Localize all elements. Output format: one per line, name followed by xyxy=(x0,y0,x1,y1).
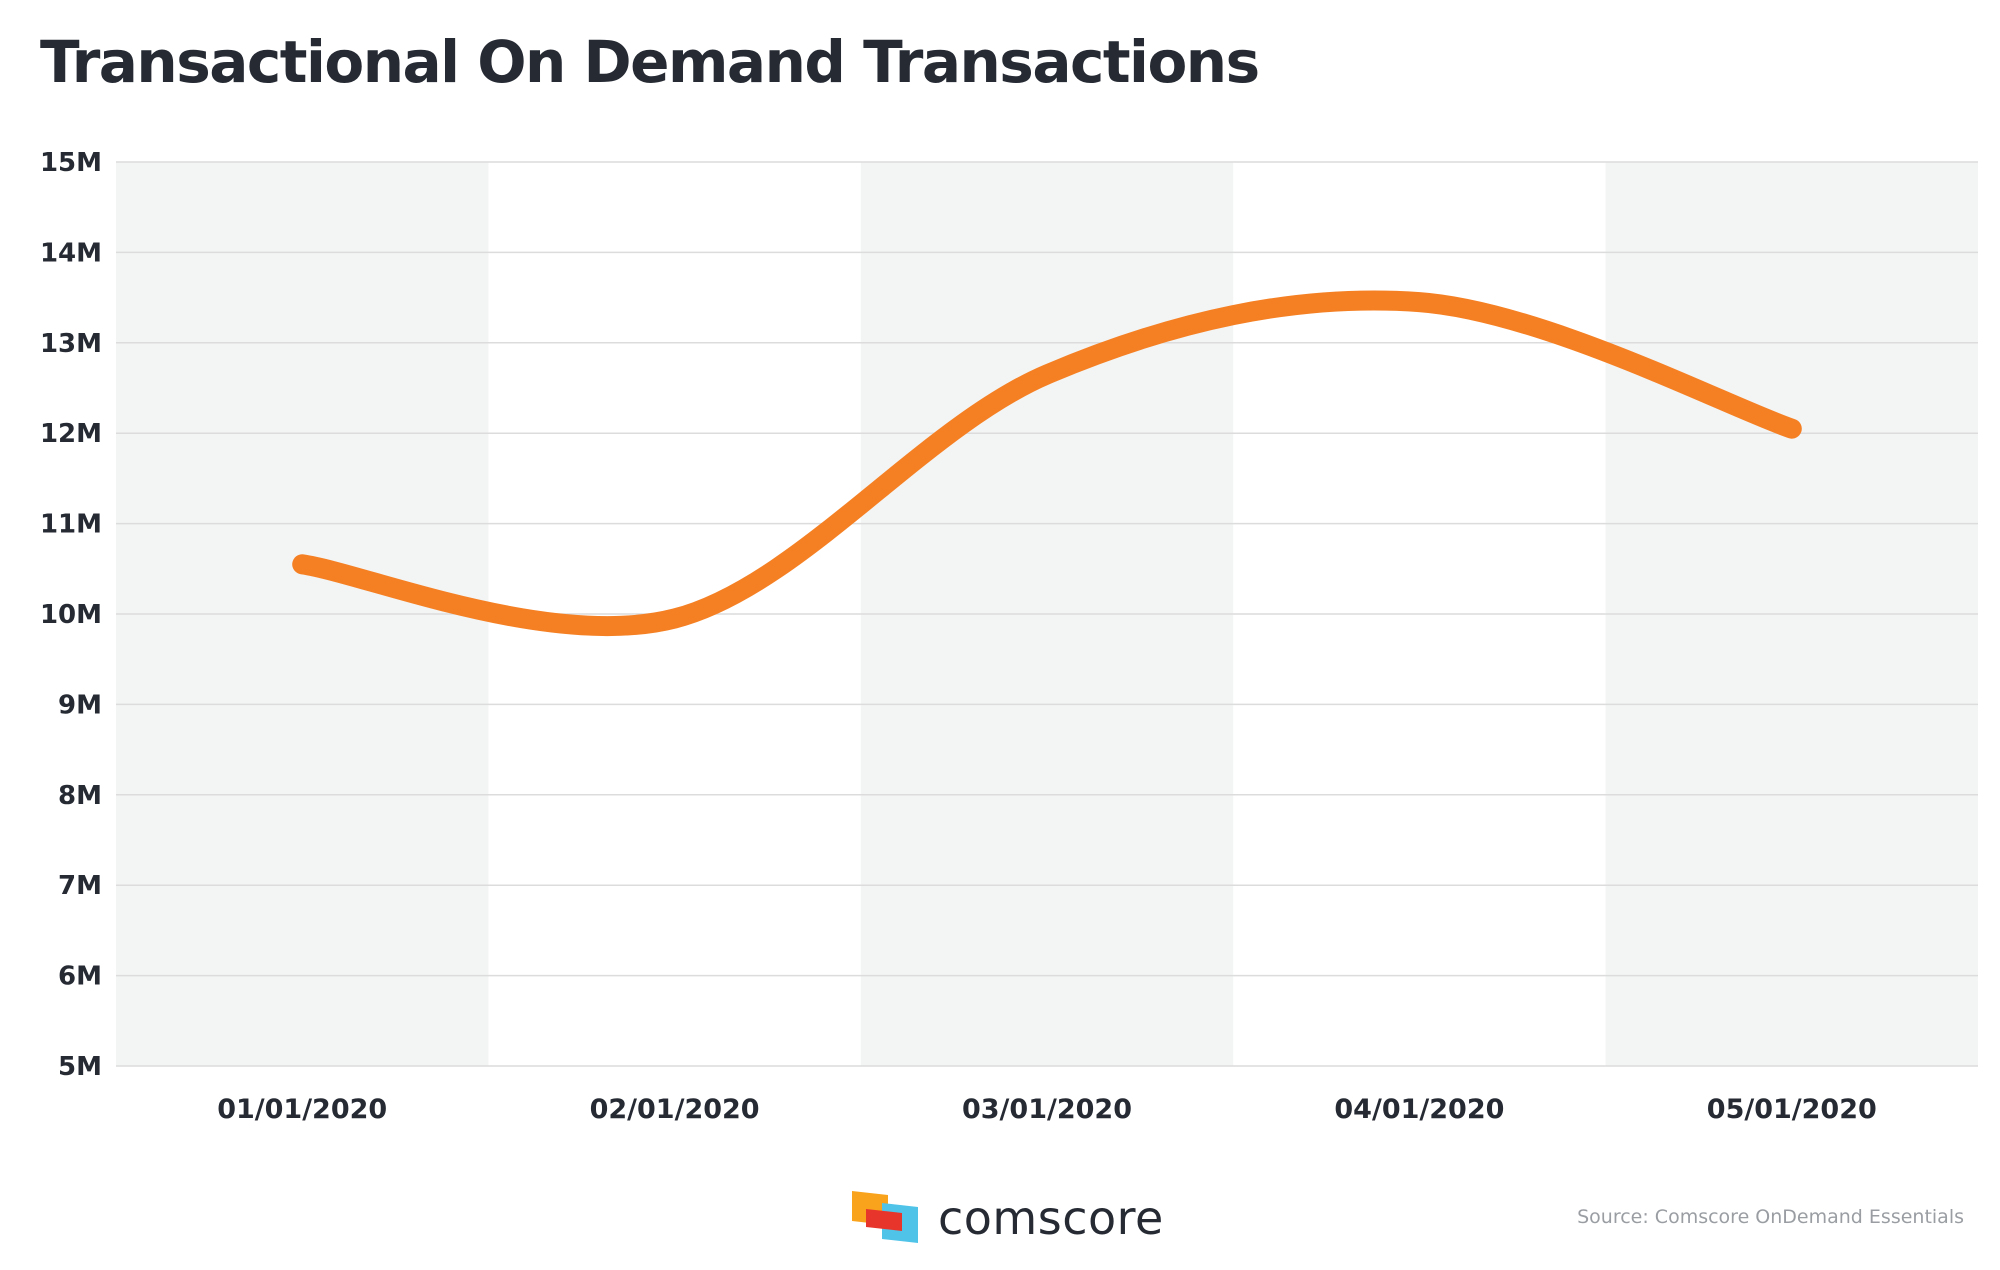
y-tick-label: 13M xyxy=(40,329,102,359)
y-tick-label: 10M xyxy=(40,600,102,630)
y-tick-label: 12M xyxy=(40,419,102,449)
x-tick-label: 02/01/2020 xyxy=(590,1094,760,1125)
x-axis: 01/01/2020 02/01/2020 03/01/2020 04/01/2020… xyxy=(217,1094,1877,1125)
chart-title: Transactional On Demand Transactions xyxy=(40,28,1260,96)
y-tick-label: 8M xyxy=(58,781,102,811)
comscore-logo-icon xyxy=(852,1191,918,1243)
y-tick-label: 7M xyxy=(58,871,102,901)
y-tick-label: 14M xyxy=(40,238,102,268)
series-line xyxy=(292,290,1802,637)
gridlines xyxy=(116,161,1978,1067)
y-tick-label: 6M xyxy=(58,962,102,992)
source-note: Source: Comscore OnDemand Essentials xyxy=(1577,1206,1964,1228)
y-axis: 15M 14M 13M 12M 11M 10M 9M 8M 7M 6M 5M xyxy=(40,148,102,1082)
brand: comscore xyxy=(852,1188,1164,1248)
x-tick-label: 03/01/2020 xyxy=(962,1094,1132,1125)
y-tick-label: 11M xyxy=(40,510,102,540)
y-tick-label: 15M xyxy=(40,148,102,178)
x-tick-label: 04/01/2020 xyxy=(1334,1094,1504,1125)
x-tick-label: 05/01/2020 xyxy=(1707,1094,1877,1125)
y-tick-label: 5M xyxy=(58,1052,102,1082)
y-tick-label: 9M xyxy=(58,690,102,720)
x-tick-label: 01/01/2020 xyxy=(217,1094,387,1125)
series xyxy=(292,290,1802,637)
brand-name: comscore xyxy=(938,1191,1164,1245)
